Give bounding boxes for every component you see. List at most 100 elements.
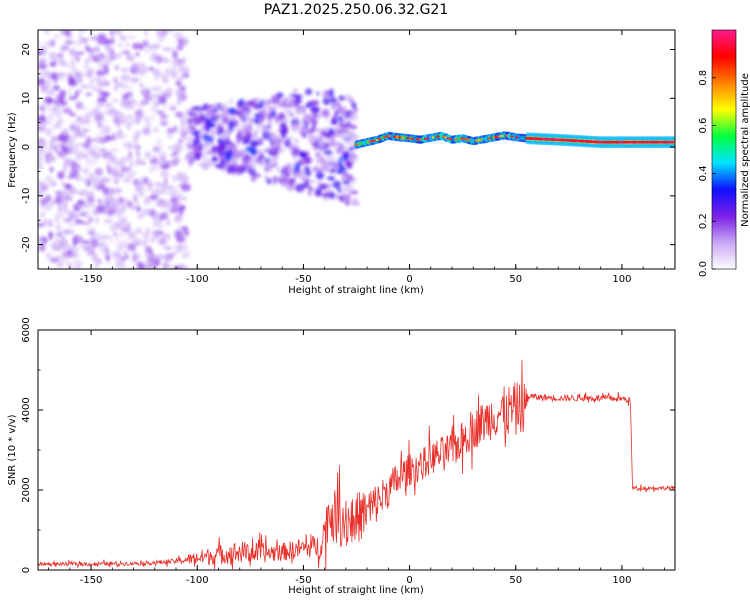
spectrogram-blob: [350, 125, 357, 130]
spectrogram-blob: [63, 127, 69, 136]
spectrogram-blob: [155, 139, 163, 144]
spectrogram-ridge: [354, 131, 675, 149]
spectrogram-blob: [80, 240, 91, 244]
spectrogram-blob: [44, 41, 49, 45]
spectrogram-blob: [67, 246, 76, 250]
spectrogram-blob: [134, 229, 142, 234]
ridge-peak: [423, 137, 427, 140]
spectrogram-blob: [40, 50, 47, 55]
spectrogram-blob: [68, 48, 77, 57]
spectrogram-blob: [81, 128, 90, 133]
spectrogram-blob: [330, 137, 336, 146]
spectrogram-blob: [113, 85, 118, 92]
spectrogram-blob: [155, 221, 165, 230]
spectrogram-blob: [74, 142, 84, 148]
spectrogram-blob: [85, 137, 92, 144]
spectrogram-blob: [114, 64, 120, 71]
spectrogram-blob: [294, 94, 304, 99]
spectrogram-blob: [272, 176, 282, 182]
spectrogram-blob: [82, 106, 88, 111]
spectrogram-blob: [120, 240, 128, 249]
spectrogram-blob: [117, 43, 123, 48]
spectrogram-blob: [338, 132, 349, 140]
spectrogram-blob: [71, 57, 75, 66]
spectrogram-blob: [89, 216, 94, 223]
spectrogram-blob: [192, 116, 202, 125]
spectrogram-blob: [88, 79, 95, 85]
spectrogram-xtick-label: -50: [295, 274, 311, 285]
spectrogram-blob: [247, 167, 253, 175]
snr-xtick-label: -100: [186, 575, 209, 586]
spectrogram-blob: [120, 98, 130, 108]
spectrogram-blob: [82, 142, 92, 148]
spectrogram-blob: [72, 238, 77, 247]
spectrogram-blob: [167, 235, 172, 240]
spectrogram-blob: [57, 134, 66, 142]
spectrogram-blob: [181, 226, 189, 232]
spectrogram-blob: [59, 254, 69, 263]
spectrogram-blob: [152, 68, 161, 77]
spectrogram-blob: [179, 175, 190, 183]
spectrogram-blob: [121, 67, 129, 73]
spectrogram-blob: [136, 261, 144, 268]
ridge-peak: [444, 136, 448, 139]
spectrogram-blob: [108, 54, 117, 61]
spectrogram-blob: [331, 104, 336, 109]
spectrogram-blob: [92, 182, 97, 190]
spectrogram-blob: [173, 157, 181, 164]
spectrogram-blob: [145, 119, 152, 129]
spectrogram-blob: [68, 80, 78, 87]
spectrogram-blob: [292, 156, 297, 162]
spectrogram-blob: [180, 249, 191, 255]
spectrogram-blob: [44, 71, 52, 79]
spectrogram-blob: [41, 183, 49, 191]
spectrogram-blob: [117, 52, 124, 57]
spectrogram-blob: [320, 164, 330, 172]
spectrogram-blob: [177, 38, 184, 44]
spectrogram-blob: [195, 107, 201, 111]
spectrogram-blob: [317, 180, 321, 188]
spectrogram-blob: [120, 74, 131, 81]
spectrogram-blob: [77, 199, 85, 206]
colorbar-tick-label: 0.6: [698, 118, 709, 134]
ridge-peak: [367, 140, 371, 143]
spectrogram-blob: [45, 99, 55, 104]
spectrogram-blob: [102, 186, 109, 195]
spectrogram-blob: [348, 148, 353, 152]
spectrogram-blob: [172, 151, 178, 156]
spectrogram-blob: [54, 78, 58, 83]
spectrogram-blob: [289, 99, 297, 104]
spectrogram-blob: [64, 40, 74, 45]
spectrogram-blob: [105, 103, 113, 107]
spectrogram-blob: [150, 105, 159, 113]
spectrogram-blob: [221, 159, 225, 164]
spectrogram-blob: [69, 213, 79, 220]
spectrogram-blob: [299, 153, 307, 157]
spectrogram-blob: [85, 92, 92, 96]
spectrogram-blob: [301, 117, 311, 124]
ridge-peak: [398, 136, 402, 139]
spectrogram-blob: [248, 162, 253, 167]
spectrogram-blob: [339, 118, 343, 123]
spectrogram-blob: [137, 68, 141, 74]
colorbar: 0.0 0.2 0.4 0.6 0.8 Normalized spectral ampl…: [698, 29, 750, 277]
spectrogram-blob: [38, 41, 42, 48]
spectrogram-blob: [58, 93, 65, 103]
snr-ytick-label: 4000: [21, 397, 32, 422]
spectrogram-blob: [81, 167, 90, 174]
spectrogram-blob: [167, 159, 173, 169]
spectrogram-ytick-label: -20: [21, 236, 32, 252]
spectrogram-blob: [158, 237, 168, 246]
spectrogram-blob: [84, 158, 95, 167]
spectrogram-blob: [142, 232, 148, 237]
spectrogram-blob: [60, 203, 68, 209]
colorbar-label: Normalized spectral amplitude: [740, 73, 750, 227]
spectrogram-blob: [330, 169, 335, 174]
spectrogram-blob: [119, 35, 128, 42]
spectrogram-xtick-label: 50: [509, 274, 522, 285]
spectrogram-blob: [143, 43, 149, 47]
spectrogram-blob: [135, 109, 144, 119]
spectrogram-blob: [266, 178, 272, 185]
spectrogram-blob: [51, 139, 58, 148]
spectrogram-blob-layer: [38, 30, 361, 269]
